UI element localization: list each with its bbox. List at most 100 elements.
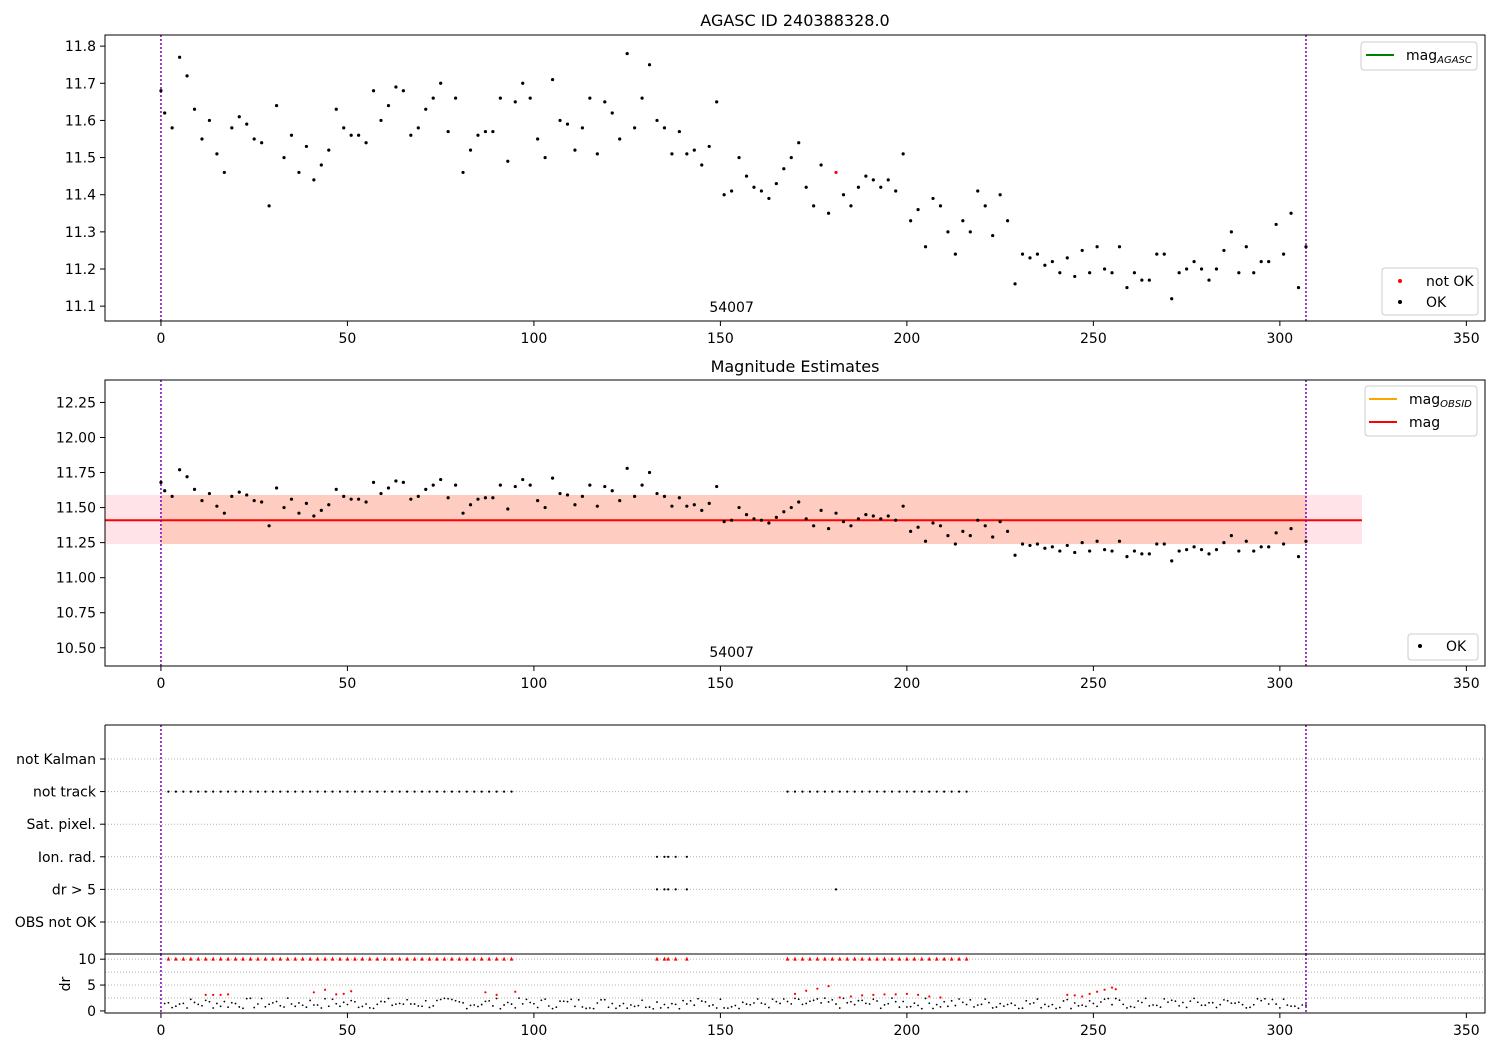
ok-point [386,486,391,490]
ok-point [625,466,629,470]
dr-ok-point [876,1000,878,1002]
dr-ok-point [771,998,774,1000]
dr-ok-point [641,999,643,1002]
legend-label: not OK [1426,274,1474,290]
ok-point [998,519,1002,524]
dr-ok-point [547,1005,550,1007]
flag-point [361,790,364,793]
ok-point [737,505,741,510]
dr-ok-point [1014,1004,1016,1007]
ok-point [491,129,495,134]
ok-point [409,497,413,501]
ok-point [1237,271,1241,275]
dr-ok-point [663,1003,666,1006]
ok-point [864,174,868,178]
ok-point [1013,282,1017,286]
x-tick-label: 100 [521,1023,548,1039]
ok-point [916,207,920,212]
capped-dr-marker [852,956,857,961]
dr-ok-point [421,1005,423,1008]
dr-ok-point [861,999,864,1002]
ok-point [1259,259,1263,264]
dr-ok-point [932,1007,934,1010]
x-tick-label: 50 [339,676,357,692]
ok-point [1102,548,1107,552]
ok-point [916,525,920,529]
legend-box [1407,633,1479,661]
flag-point [197,790,200,793]
ok-point [230,126,234,130]
dr-not-ok-point [883,993,886,996]
dr-ok-point [1137,1000,1140,1002]
dr-ok-point [850,1000,852,1003]
ok-point [633,126,637,130]
ok-point [565,493,570,497]
ok-point [513,100,517,104]
flag-point [406,790,409,793]
ok-point [849,524,853,528]
ok-point [1088,549,1092,553]
dr-ok-point [644,1006,647,1009]
capped-dr-marker [957,956,961,961]
dr-ok-point [999,1002,1002,1005]
category-label: Sat. pixel. [27,817,96,833]
dr-not-ok-point [1081,995,1084,998]
y-tick-label: 11.5 [65,151,96,167]
dr-ok-point [1021,1007,1024,1010]
ok-point [797,500,801,504]
x-tick-label: 350 [1453,331,1480,347]
dr-ok-point [1122,1003,1125,1006]
dr-ok-point [1025,999,1028,1002]
y-tick-label: 11.00 [56,571,96,587]
ok-point [804,185,808,189]
legend-box [1381,267,1479,316]
capped-dr-marker [785,956,790,961]
x-tick-label: 50 [339,1023,357,1039]
dr-ok-point [305,1006,308,1009]
ok-point [573,148,577,152]
ok-point [1274,222,1278,227]
capped-dr-marker [808,956,812,961]
ok-point [394,85,398,89]
ok-point [1222,541,1226,545]
dr-ok-point [816,998,819,1000]
dr-ok-point [294,1005,297,1008]
capped-dr-marker [837,956,842,961]
dr-ok-point [887,1002,890,1005]
ok-point [1185,267,1189,271]
dr-ok-point [353,1000,356,1003]
dr-not-ok-point [1103,988,1106,991]
dr-ok-point [973,1006,975,1008]
ok-point [260,141,264,145]
ok-point [797,141,801,145]
dr-ok-point [1155,1004,1158,1007]
flag-point [846,790,849,793]
flag-point [473,790,476,793]
flag-point [376,790,379,793]
capped-dr-marker [360,956,365,961]
dr-ok-point [577,998,580,1001]
category-label: dr > 5 [52,882,96,898]
capped-dr-marker [964,956,969,961]
ok-point [170,494,174,498]
ok-point [931,521,935,525]
flag-point [808,790,812,793]
dr-ok-point [700,1000,703,1002]
ok-point [894,189,898,193]
y-tick-label: 12.25 [56,395,96,411]
dr-ok-point [1029,1003,1031,1005]
ok-point [938,524,943,528]
dr-ok-point [402,1003,405,1005]
dr-ok-point [611,1002,614,1005]
dr-ok-point [395,1003,397,1005]
ok-point [685,152,689,156]
dr-ok-point [1111,1003,1113,1006]
dr-ok-point [544,998,547,1001]
dr-ok-point [1081,1004,1084,1007]
dr-not-ok-point [323,988,327,991]
dr-ok-point [894,1000,897,1003]
dr-ok-point [1211,1001,1214,1004]
ok-point [558,491,562,496]
dr-ok-point [1256,997,1259,1000]
